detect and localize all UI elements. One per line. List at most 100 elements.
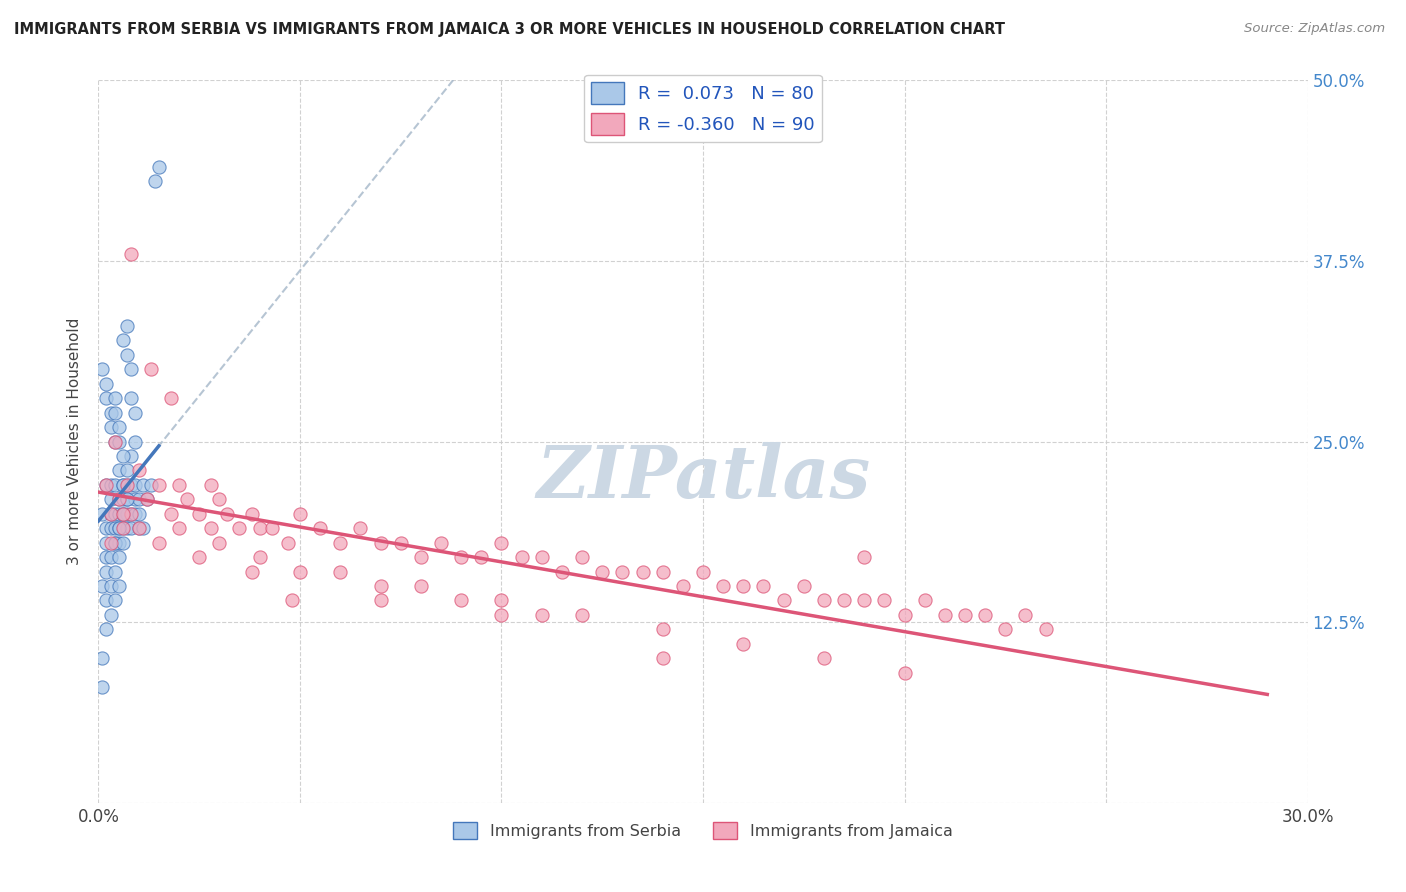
Point bbox=[188, 507, 211, 521]
Point bbox=[96, 376, 118, 391]
Point bbox=[551, 565, 574, 579]
Point bbox=[120, 507, 142, 521]
Point bbox=[103, 406, 125, 420]
Point bbox=[100, 406, 122, 420]
Point bbox=[120, 449, 142, 463]
Point bbox=[100, 550, 122, 565]
Point bbox=[1014, 607, 1036, 622]
Point bbox=[100, 535, 122, 549]
Point bbox=[631, 565, 654, 579]
Point bbox=[120, 521, 142, 535]
Point bbox=[240, 507, 263, 521]
Point bbox=[733, 637, 755, 651]
Point bbox=[120, 478, 142, 492]
Point bbox=[128, 463, 150, 477]
Point bbox=[450, 550, 472, 565]
Point bbox=[96, 391, 118, 405]
Point bbox=[103, 565, 125, 579]
Point bbox=[208, 535, 231, 549]
Point bbox=[103, 434, 125, 449]
Point bbox=[934, 607, 956, 622]
Point bbox=[91, 680, 114, 694]
Point bbox=[329, 535, 352, 549]
Point bbox=[115, 463, 138, 477]
Point bbox=[111, 334, 134, 348]
Point bbox=[111, 449, 134, 463]
Point bbox=[120, 391, 142, 405]
Point bbox=[115, 348, 138, 362]
Point bbox=[277, 535, 299, 549]
Point bbox=[100, 420, 122, 434]
Point bbox=[100, 507, 122, 521]
Point bbox=[160, 391, 183, 405]
Point bbox=[128, 492, 150, 507]
Point bbox=[612, 565, 634, 579]
Point bbox=[124, 478, 146, 492]
Point bbox=[111, 535, 134, 549]
Point bbox=[107, 420, 129, 434]
Point bbox=[96, 521, 118, 535]
Point bbox=[107, 521, 129, 535]
Point bbox=[813, 593, 835, 607]
Point bbox=[793, 579, 815, 593]
Y-axis label: 3 or more Vehicles in Household: 3 or more Vehicles in Household bbox=[67, 318, 83, 566]
Point bbox=[530, 607, 553, 622]
Point bbox=[288, 565, 311, 579]
Point bbox=[132, 478, 155, 492]
Point bbox=[510, 550, 533, 565]
Point bbox=[111, 521, 134, 535]
Point bbox=[96, 593, 118, 607]
Point bbox=[281, 593, 304, 607]
Point bbox=[491, 593, 513, 607]
Point bbox=[103, 391, 125, 405]
Point bbox=[370, 579, 392, 593]
Point bbox=[120, 362, 142, 376]
Point bbox=[96, 565, 118, 579]
Point bbox=[128, 521, 150, 535]
Point bbox=[103, 521, 125, 535]
Point bbox=[124, 507, 146, 521]
Point bbox=[200, 521, 222, 535]
Point bbox=[100, 579, 122, 593]
Text: IMMIGRANTS FROM SERBIA VS IMMIGRANTS FROM JAMAICA 3 OR MORE VEHICLES IN HOUSEHOL: IMMIGRANTS FROM SERBIA VS IMMIGRANTS FRO… bbox=[14, 22, 1005, 37]
Point bbox=[124, 492, 146, 507]
Point bbox=[115, 492, 138, 507]
Point bbox=[124, 434, 146, 449]
Point bbox=[103, 507, 125, 521]
Point bbox=[733, 579, 755, 593]
Point bbox=[167, 478, 190, 492]
Point bbox=[853, 550, 876, 565]
Point bbox=[124, 406, 146, 420]
Point bbox=[309, 521, 332, 535]
Point bbox=[111, 521, 134, 535]
Point bbox=[96, 535, 118, 549]
Point bbox=[107, 492, 129, 507]
Point bbox=[139, 478, 162, 492]
Point bbox=[711, 579, 734, 593]
Point bbox=[115, 478, 138, 492]
Point bbox=[651, 651, 673, 665]
Point bbox=[96, 478, 118, 492]
Point bbox=[752, 579, 775, 593]
Point bbox=[651, 565, 673, 579]
Point bbox=[409, 579, 432, 593]
Point bbox=[132, 521, 155, 535]
Point bbox=[148, 478, 170, 492]
Point bbox=[111, 507, 134, 521]
Point bbox=[103, 434, 125, 449]
Point bbox=[111, 492, 134, 507]
Text: Source: ZipAtlas.com: Source: ZipAtlas.com bbox=[1244, 22, 1385, 36]
Point bbox=[91, 362, 114, 376]
Point bbox=[994, 623, 1017, 637]
Point bbox=[103, 535, 125, 549]
Point bbox=[813, 651, 835, 665]
Point bbox=[217, 507, 239, 521]
Point bbox=[120, 507, 142, 521]
Point bbox=[530, 550, 553, 565]
Point bbox=[228, 521, 250, 535]
Point bbox=[409, 550, 432, 565]
Point bbox=[107, 550, 129, 565]
Point bbox=[115, 507, 138, 521]
Point bbox=[893, 607, 915, 622]
Point bbox=[128, 521, 150, 535]
